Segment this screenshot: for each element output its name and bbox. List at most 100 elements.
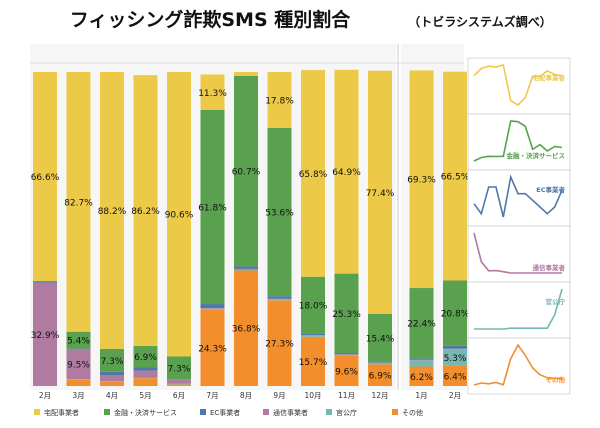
bar-11-官公庁 [368, 363, 392, 364]
data-label: 5.4% [67, 337, 90, 347]
legend-swatch [326, 409, 332, 415]
bar-6-EC事業者 [201, 304, 225, 308]
bar-3-その他 [100, 382, 124, 386]
legend-swatch [392, 409, 398, 415]
bar-3-官公庁 [100, 381, 124, 382]
data-label: 6.9% [134, 353, 157, 363]
data-label: 69.3% [407, 176, 436, 186]
data-label: 24.3% [198, 344, 227, 354]
legend-label: 官公庁 [336, 408, 357, 417]
bar-3-通信事業者 [100, 375, 124, 381]
mini-panel-5: 官公庁 [468, 282, 570, 338]
legend-label: その他 [402, 408, 423, 417]
data-label: 64.9% [332, 168, 361, 178]
bar-8-EC事業者 [268, 296, 292, 299]
data-label: 22.4% [407, 320, 436, 330]
legend-label: 金融・決済サービス [114, 408, 177, 417]
bar-11-EC事業者 [368, 362, 392, 363]
bar-6-官公庁 [201, 309, 225, 310]
bar-13-通信事業者 [443, 349, 467, 350]
mini-panel-label: 官公庁 [546, 297, 566, 306]
bar-4-通信事業者 [134, 371, 158, 378]
bar-4-官公庁 [134, 378, 158, 379]
mini-panel-frame [468, 170, 570, 226]
legend-label: 通信事業者 [273, 408, 308, 417]
bar-13-EC事業者 [443, 346, 467, 349]
x-tick-label: 3月 [72, 391, 84, 400]
data-label: 25.3% [332, 310, 361, 320]
legend-item: 金融・決済サービス [104, 408, 177, 417]
data-label: 66.5% [441, 173, 470, 183]
data-label: 32.9% [31, 331, 60, 341]
bar-2-EC事業者 [67, 349, 91, 350]
data-label: 60.7% [232, 168, 261, 178]
x-tick-label: 4月 [106, 391, 118, 400]
data-label: 20.8% [441, 310, 470, 320]
bar-9-官公庁 [301, 336, 325, 337]
x-tick-label: 8月 [240, 391, 252, 400]
x-tick-label: 9月 [273, 391, 285, 400]
data-label: 88.2% [98, 207, 127, 217]
data-label: 6.2% [410, 373, 433, 383]
bar-7-EC事業者 [234, 266, 258, 269]
mini-panel-label: 金融・決済サービス [506, 151, 566, 160]
x-tick-label: 12月 [371, 391, 388, 400]
x-tick-label: 6月 [173, 391, 185, 400]
data-label: 15.4% [366, 334, 395, 344]
mini-panel-6: その他 [468, 338, 570, 394]
data-label: 5.3% [444, 354, 467, 364]
data-label: 86.2% [131, 207, 160, 217]
x-tick-label: 10月 [304, 391, 321, 400]
chart-title: フィッシング詐欺SMS 種別割合 [70, 8, 352, 31]
data-label: 6.4% [444, 372, 467, 382]
mini-panel-4: 通信事業者 [468, 226, 570, 282]
data-label: 15.7% [299, 358, 328, 368]
data-label: 90.6% [165, 211, 194, 221]
legend-item: 宅配事業者 [34, 408, 79, 417]
bar-1-EC事業者 [33, 281, 57, 283]
data-label: 82.7% [64, 198, 93, 208]
bar-5-通信事業者 [167, 380, 191, 384]
data-label: 53.6% [265, 209, 294, 219]
bar-2-その他 [67, 380, 91, 386]
mini-panel-label: 宅配事業者 [533, 73, 566, 82]
data-label: 9.5% [67, 361, 90, 371]
x-tick-label: 2月 [39, 391, 51, 400]
mini-panel-label: EC事業者 [536, 185, 565, 194]
bar-7-宅配事業者 [234, 72, 258, 76]
bar-7-官公庁 [234, 270, 258, 271]
legend-item: 官公庁 [326, 408, 357, 417]
bar-4-EC事業者 [134, 367, 158, 370]
x-tick-label: 11月 [338, 391, 355, 400]
mini-panel-frame [468, 58, 570, 114]
source-note: （トビラシステムズ調べ） [408, 14, 551, 29]
data-label: 7.3% [168, 364, 191, 374]
bar-8-官公庁 [268, 299, 292, 300]
bar-9-EC事業者 [301, 333, 325, 335]
bar-10-EC事業者 [335, 353, 359, 354]
bar-11-通信事業者 [368, 363, 392, 364]
legend-label: 宅配事業者 [44, 408, 79, 417]
legend-swatch [34, 409, 40, 415]
mini-panel-3: EC事業者 [468, 170, 570, 226]
bar-12-EC事業者 [410, 358, 434, 359]
data-label: 7.3% [101, 357, 124, 367]
data-label: 17.8% [265, 96, 294, 106]
x-tick-label: 2月 [449, 391, 461, 400]
bar-4-その他 [134, 378, 158, 386]
x-tick-label: 5月 [139, 391, 151, 400]
mini-panel-label: その他 [546, 375, 566, 384]
legend-swatch [200, 409, 206, 415]
bar-2-官公庁 [67, 379, 91, 380]
mini-panel-label: 通信事業者 [533, 263, 566, 272]
data-label: 18.0% [299, 301, 328, 311]
data-label: 65.8% [299, 170, 328, 180]
data-label: 36.8% [232, 325, 261, 335]
bar-10-通信事業者 [335, 354, 359, 355]
bar-12-官公庁 [410, 360, 434, 366]
data-label: 6.9% [369, 372, 392, 382]
